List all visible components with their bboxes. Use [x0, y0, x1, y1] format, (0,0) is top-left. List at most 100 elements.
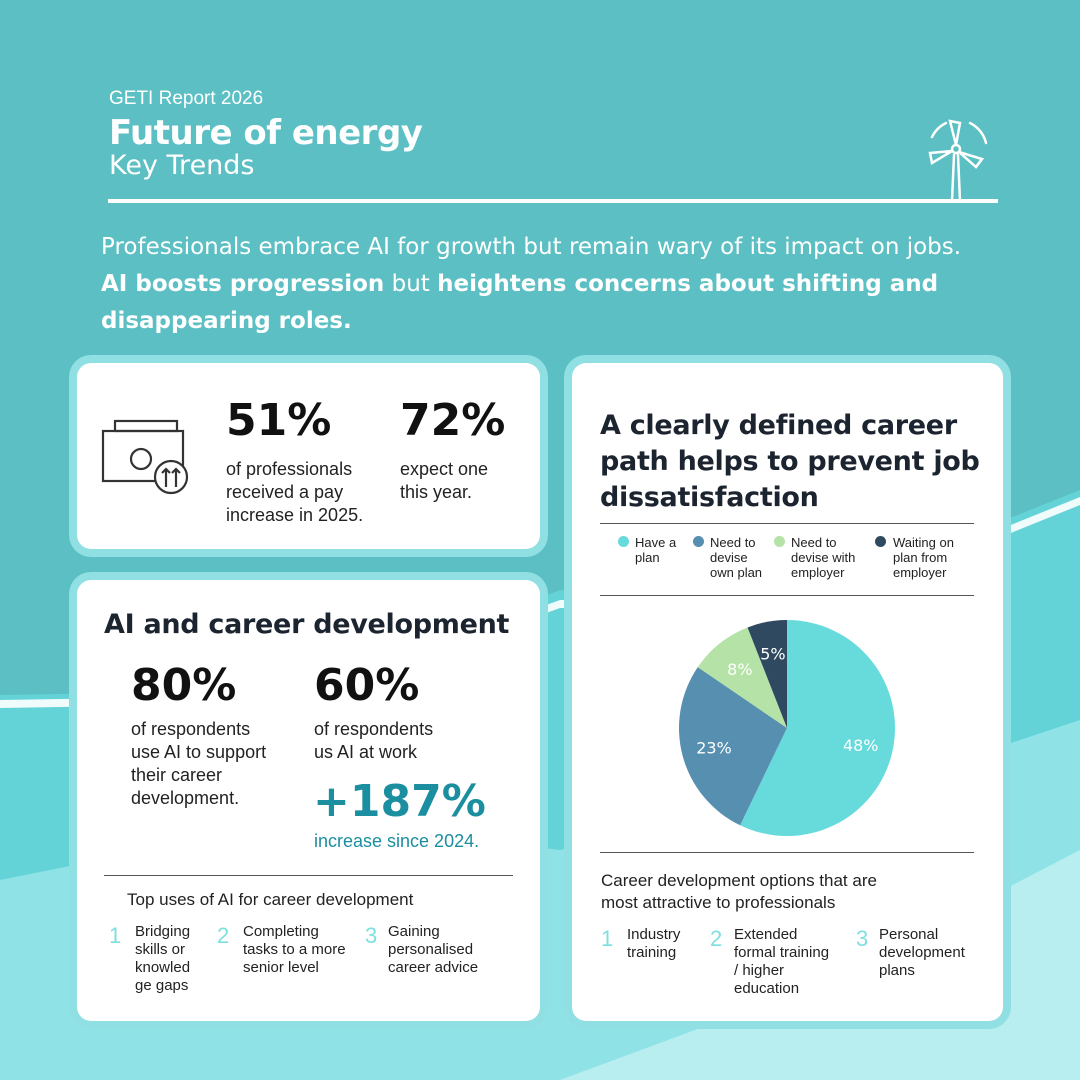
use-text: Completing tasks to a more senior level — [243, 923, 373, 977]
option-line: Industry — [627, 926, 681, 943]
use-line: ge gaps — [135, 977, 189, 994]
pay-stat-desc: of professionals received a pay increase… — [226, 458, 363, 527]
use-line: career advice — [388, 959, 479, 976]
legend-line: employer — [791, 565, 845, 580]
option-line: Extended — [734, 926, 798, 943]
legend-line: Waiting on — [893, 535, 954, 550]
use-line: Completing — [243, 923, 319, 940]
use-number: 1 — [109, 923, 122, 948]
legend-label: Waiting on plan from employer — [893, 535, 954, 580]
option-number: 3 — [856, 926, 869, 951]
option-line: / higher — [734, 962, 785, 979]
desc-line: of respondents — [314, 719, 434, 739]
option-text: Extended formal training / higher educat… — [734, 926, 854, 998]
options-title-line: most attractive to professionals — [601, 893, 836, 912]
legend-swatch — [875, 536, 886, 547]
options-title-line: Career development options that are — [601, 871, 877, 890]
legend-item: Need to devise with employer — [774, 535, 864, 585]
growth-label: increase since 2024. — [314, 831, 480, 851]
legend-line: devise with — [791, 550, 856, 565]
option-text: Personal development plans — [879, 926, 979, 980]
title-line: dissatisfaction — [600, 482, 819, 513]
desc-line: us AI at work — [314, 742, 418, 762]
growth-value: +187% — [313, 776, 486, 827]
intro-bold-2: heightens concerns about shifting and di… — [101, 271, 939, 334]
desc-line: received a pay — [226, 482, 344, 502]
legend-top-rule — [600, 523, 974, 524]
intro-bold-1: AI boosts progression — [101, 271, 385, 297]
legend-item: Have a plan — [618, 535, 698, 585]
option-line: Personal — [879, 926, 939, 943]
pie-slice — [740, 620, 895, 836]
career-title: A clearly defined career path helps to p… — [600, 408, 980, 516]
option-text: Industry training — [627, 926, 707, 962]
pie-slice-label: 5% — [760, 645, 785, 664]
use-line: personalised — [388, 941, 474, 958]
legend-line: employer — [893, 565, 947, 580]
option-line: education — [734, 980, 800, 997]
option-line: development — [879, 944, 965, 961]
wind-turbine-icon — [928, 119, 988, 203]
legend-item: Need to devise own plan — [693, 535, 773, 585]
ai-work-desc: of respondents us AI at work — [314, 718, 433, 764]
intro-line: Professionals embrace AI for growth but … — [101, 234, 962, 260]
use-line: tasks to a more — [243, 941, 346, 958]
legend-bottom-rule — [600, 595, 974, 596]
use-line: knowled — [135, 959, 191, 976]
ai-card-title: AI and career development — [104, 609, 510, 640]
page-title: Future of energy — [109, 113, 423, 153]
desc-line: use AI to support — [131, 742, 267, 762]
legend-line: Need to — [791, 535, 837, 550]
pie-chart: 48% 23% 8% 5% — [679, 620, 895, 836]
legend-line: devise — [710, 550, 748, 565]
ai-support-value: 80% — [131, 660, 237, 711]
desc-line: development. — [131, 788, 240, 808]
expect-stat-desc: expect one this year. — [400, 458, 488, 504]
use-line: senior level — [243, 959, 319, 976]
option-line: formal training — [734, 944, 830, 961]
money-up-icon — [101, 419, 189, 495]
legend-line: plan from — [893, 550, 948, 565]
options-title: Career development options that are most… — [601, 870, 877, 914]
intro-mid: but — [384, 271, 438, 297]
use-line: Bridging — [135, 923, 191, 940]
option-number: 1 — [601, 926, 614, 951]
ai-support-desc: of respondents use AI to support their c… — [131, 718, 266, 810]
career-card: A clearly defined career path helps to p… — [572, 363, 1003, 1021]
pie-slice-label: 48% — [843, 736, 879, 755]
pie-slice-label: 23% — [696, 739, 732, 758]
header-divider — [108, 199, 998, 203]
intro-text: Professionals embrace AI for growth but … — [101, 229, 1001, 340]
legend-label: Need to devise own plan — [710, 535, 762, 580]
desc-line: increase in 2025. — [226, 505, 364, 525]
ai-card: AI and career development 80% of respond… — [77, 580, 540, 1021]
pie-slice — [697, 627, 787, 728]
desc-line: their career — [131, 765, 223, 785]
title-line: A clearly defined career — [600, 410, 957, 441]
legend-swatch — [774, 536, 785, 547]
ai-work-value: 60% — [314, 660, 420, 711]
use-line: skills or — [135, 941, 186, 958]
legend-label: Have a plan — [635, 535, 676, 565]
title-line: path helps to prevent job — [600, 446, 980, 477]
use-number: 3 — [365, 923, 378, 948]
legend-line: plan — [635, 550, 660, 565]
use-text: Gaining personalised career advice — [388, 923, 508, 977]
legend-item: Waiting on plan from employer — [875, 535, 975, 585]
ai-divider — [104, 875, 513, 876]
pay-stat-value: 51% — [226, 395, 332, 446]
legend-line: Have a — [635, 535, 677, 550]
pie-slice-label: 8% — [727, 660, 752, 679]
report-label: GETI Report 2026 — [109, 88, 264, 109]
legend-swatch — [693, 536, 704, 547]
option-line: training — [627, 944, 677, 961]
legend-line: own plan — [710, 565, 763, 580]
desc-line: expect one — [400, 459, 489, 479]
uses-title: Top uses of AI for career development — [127, 890, 414, 909]
legend-label: Need to devise with employer — [791, 535, 855, 580]
desc-line: of professionals — [226, 459, 353, 479]
chart-bottom-rule — [600, 852, 974, 853]
use-number: 2 — [217, 923, 230, 948]
desc-line: this year. — [400, 482, 473, 502]
option-line: plans — [879, 962, 915, 979]
